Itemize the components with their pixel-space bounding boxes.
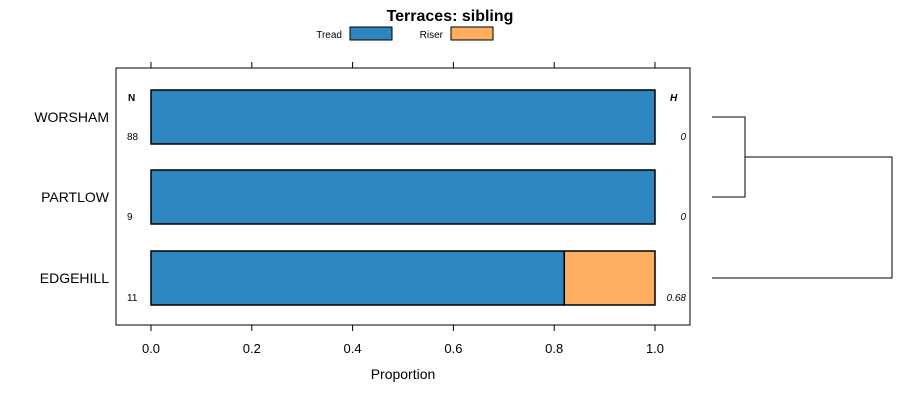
x-axis: 0.0 0.2 0.4 0.6 0.8 1.0 [142,62,664,356]
dendrogram-branch-outer [712,156,893,279]
legend: Tread Riser [316,26,494,41]
x-axis-title: Proportion [371,366,436,382]
n-value: 11 [127,293,138,304]
legend-label-tread: Tread [316,30,342,41]
h-value: 0 [680,212,686,223]
category-label-edgehill: EDGEHILL [40,270,109,286]
dendrogram-branch-inner [712,116,746,198]
x-tick-label: 0.0 [142,341,160,356]
dendrogram [712,116,893,279]
category-label-worsham: WORSHAM [34,109,109,125]
chart-title: Terraces: sibling [387,8,514,25]
legend-swatch-riser [450,26,494,41]
bar-riser-edgehill [563,250,656,306]
h-column-header: H [670,93,678,104]
x-tick-label: 0.6 [444,341,462,356]
legend-swatch-tread [349,26,393,41]
category-labels: WORSHAM 88 0 PARTLOW 9 0 EDGEHILL 11 0.68 [34,109,686,304]
x-tick-label: 1.0 [646,341,664,356]
n-value: 88 [127,132,139,143]
bar-tread-partlow [150,169,656,225]
x-tick-label: 0.4 [344,341,362,356]
n-value: 9 [127,212,133,223]
bar-tread-edgehill [150,250,566,306]
bars [150,89,656,306]
bar-tread-worsham [150,89,656,145]
h-value: 0.68 [667,293,687,304]
h-value: 0 [680,132,686,143]
legend-label-riser: Riser [420,30,444,41]
x-tick-label: 0.2 [243,341,261,356]
x-tick-label: 0.8 [545,341,563,356]
n-column-header: N [128,93,135,104]
plot-frame [115,67,691,326]
category-label-partlow: PARTLOW [41,189,110,205]
